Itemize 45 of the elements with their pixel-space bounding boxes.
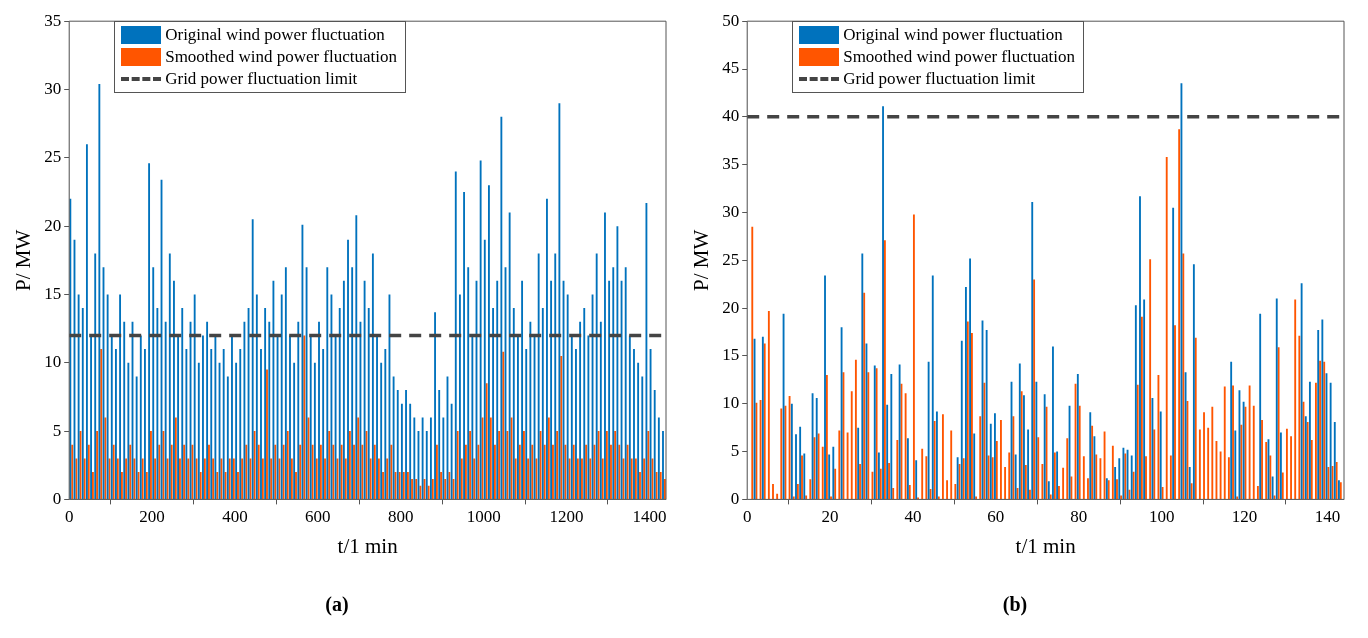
y-tick-label: 25 [44, 147, 62, 167]
y-tick-label: 35 [722, 154, 740, 174]
y-tick-label: 0 [52, 488, 62, 508]
x-tick-label: 800 [388, 507, 414, 527]
y-tick-label: 5 [52, 420, 62, 440]
y-tick-label: 45 [722, 58, 740, 78]
y-tick-label: 5 [730, 441, 740, 461]
y-axis-title: P/ MW [689, 229, 714, 291]
x-tick-label: 40 [904, 507, 922, 527]
legend-label: Original wind power fluctuation [165, 24, 385, 47]
legend-label: Grid power fluctuation limit [165, 68, 358, 91]
x-tick-label: 80 [1070, 507, 1088, 527]
y-tick-label: 30 [722, 201, 740, 221]
x-tick-label: 140 [1314, 507, 1341, 527]
y-tick-label: 25 [722, 249, 740, 269]
y-tick-label: 35 [44, 10, 62, 30]
y-tick-label: 30 [44, 78, 62, 98]
x-tick-label: 100 [1148, 507, 1175, 527]
y-tick-label: 15 [722, 345, 740, 365]
x-tick-label: 200 [139, 507, 165, 527]
text: (b) [1002, 593, 1028, 617]
x-tick-label: 1400 [632, 507, 667, 527]
legend-label: Original wind power fluctuation [843, 24, 1063, 47]
y-tick-label: 20 [44, 215, 62, 235]
y-tick-label: 50 [722, 10, 740, 30]
x-tick-label: 60 [987, 507, 1005, 527]
y-tick-label: 10 [722, 393, 740, 413]
legend-label: Smoothed wind power fluctuation [843, 46, 1076, 69]
legend-label: Grid power fluctuation limit [843, 68, 1036, 91]
y-tick-label: 40 [722, 106, 740, 126]
y-tick-label: 0 [730, 488, 740, 508]
x-tick-label: 120 [1231, 507, 1258, 527]
x-axis-title: t/1 min [1015, 533, 1077, 558]
x-tick-label: 1000 [466, 507, 501, 527]
x-axis-title: t/1 min [337, 533, 399, 558]
legend-label: Smoothed wind power fluctuation [165, 46, 398, 69]
y-tick-label: 10 [44, 352, 62, 372]
y-axis-title: P/ MW [11, 229, 36, 291]
x-tick-label: 20 [821, 507, 839, 527]
text: (a) [325, 593, 349, 617]
x-tick-label: 400 [222, 507, 248, 527]
y-tick-label: 20 [722, 297, 740, 317]
y-tick-label: 15 [44, 283, 62, 303]
x-tick-label: 1200 [549, 507, 584, 527]
x-tick-label: 600 [305, 507, 331, 527]
